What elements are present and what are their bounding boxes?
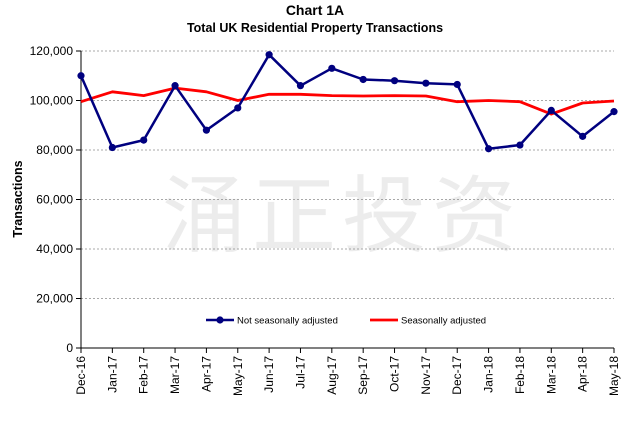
x-tick-label: Oct-17 (388, 356, 402, 392)
series-group (77, 51, 618, 153)
x-tick-label: Jan-18 (482, 356, 496, 393)
x-tick-label: Mar-17 (168, 356, 182, 394)
data-point (579, 132, 587, 140)
legend-label-seasonally-adjusted: Seasonally adjusted (401, 316, 486, 327)
x-tick-label: Jul-17 (293, 356, 307, 389)
x-tick-label: Jan-17 (105, 356, 119, 393)
data-point (77, 72, 85, 80)
x-tick-label: Sep-17 (356, 356, 370, 395)
x-tick-label: Feb-18 (513, 356, 527, 394)
y-tick-label: 0 (66, 341, 73, 355)
legend-label-not-seasonally-adjusted: Not seasonally adjusted (237, 316, 338, 327)
chart-title: Chart 1A (286, 2, 344, 18)
y-axis-title: Transactions (11, 160, 25, 237)
x-tick-labels: Dec-16 Jan-17 Feb-17 Mar-17 Apr-17 May-17 Jun-… (74, 356, 621, 396)
x-tick-label: Apr-17 (199, 356, 213, 392)
y-tick-label: 120,000 (30, 44, 74, 58)
legend-marker (216, 316, 224, 324)
y-tick-label: 100,000 (30, 94, 74, 108)
data-point (484, 145, 493, 153)
data-point (140, 136, 148, 144)
x-tick-label: Dec-16 (74, 356, 88, 395)
data-point (610, 108, 618, 116)
y-tick-label: 40,000 (36, 242, 73, 256)
data-point (265, 51, 273, 59)
not-seasonally-adjusted-line (79, 53, 615, 151)
x-tick-label: Feb-17 (137, 356, 151, 394)
legend: Not seasonally adjusted Seasonally adjust… (206, 316, 486, 327)
data-point (296, 82, 305, 90)
x-tick-label: Mar-18 (544, 356, 558, 394)
seasonally-adjusted-line (80, 86, 615, 116)
data-point (422, 79, 430, 87)
data-point (234, 104, 242, 112)
watermark: 涌正投资 (162, 167, 522, 265)
data-point (171, 82, 179, 90)
x-tick-label: Dec-17 (450, 356, 464, 395)
y-tick-label: 60,000 (36, 193, 73, 207)
data-point (359, 75, 367, 84)
x-tick-label: Aug-17 (325, 356, 339, 395)
data-point (390, 77, 399, 85)
data-point (453, 80, 461, 89)
x-tick-label: May-17 (231, 356, 245, 396)
x-tick-label: May-18 (607, 356, 621, 396)
y-tick-label: 80,000 (36, 143, 73, 157)
gridlines (81, 50, 614, 299)
x-tick-label: Nov-17 (419, 356, 433, 395)
x-tick-label: Jun-17 (262, 356, 276, 393)
x-tick-label: Apr-18 (576, 356, 590, 392)
data-point (516, 141, 524, 149)
y-tick-label: 20,000 (36, 292, 73, 306)
data-point (202, 126, 211, 134)
y-tick-labels: 0 20,000 40,000 60,000 80,000 100,000 120,000 (30, 44, 74, 355)
data-point (108, 143, 116, 152)
chart-subtitle: Total UK Residential Property Transactio… (187, 21, 443, 35)
data-point (547, 106, 555, 114)
data-point (328, 64, 336, 72)
